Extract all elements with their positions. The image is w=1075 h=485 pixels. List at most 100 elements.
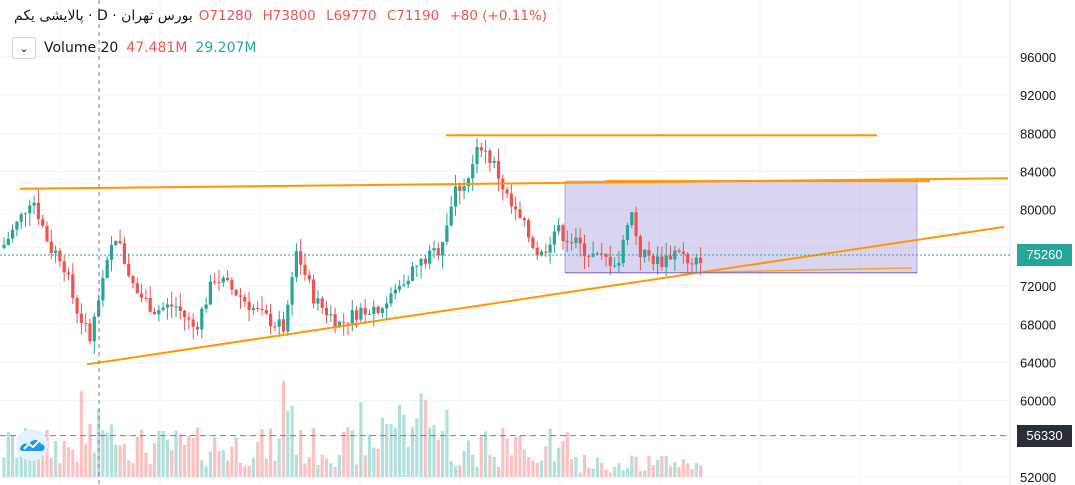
volume-bar <box>316 464 320 477</box>
volume-bar <box>114 444 118 477</box>
candle-body <box>58 250 62 262</box>
volume-indicator-name[interactable]: Volume 20 <box>44 40 119 56</box>
volume-bar <box>475 466 479 477</box>
candle-body <box>247 301 251 311</box>
volume-bar <box>260 429 264 477</box>
volume-bar <box>312 427 316 477</box>
volume-bar <box>32 455 36 477</box>
symbol-title[interactable]: پالایشی یکم · D · بورس تهران <box>14 8 193 24</box>
volume-bar <box>247 465 251 477</box>
volume-bar <box>608 472 612 477</box>
candle-body <box>260 308 264 310</box>
volume-bar <box>445 409 449 477</box>
volume-bar <box>294 455 298 477</box>
candle-body <box>23 213 28 215</box>
candle-body <box>131 275 135 284</box>
candle-body <box>49 241 53 253</box>
candle-body <box>152 311 157 315</box>
candle-body <box>630 212 634 226</box>
volume-bar <box>92 452 96 477</box>
candle-body <box>471 164 475 179</box>
candle-body <box>170 304 174 307</box>
candle-body <box>122 243 126 264</box>
volume-bar <box>101 430 105 477</box>
candle-body <box>656 256 660 265</box>
candle-body <box>324 307 329 316</box>
volume-bar <box>501 427 505 477</box>
volume-bar <box>273 460 277 477</box>
volume-bar <box>531 460 535 477</box>
volume-bar <box>88 423 92 477</box>
volume-bar <box>621 470 625 477</box>
candle-body <box>466 178 470 187</box>
tradingview-cloud-icon[interactable] <box>12 428 52 462</box>
candle-body <box>686 253 690 264</box>
price-tick-label: 72000 <box>1020 279 1056 294</box>
volume-bar <box>195 427 200 477</box>
candle-body <box>660 256 664 268</box>
volume-bar <box>286 410 290 477</box>
candle-body <box>320 298 324 308</box>
candle-body <box>135 283 139 294</box>
candle-body <box>6 238 10 245</box>
candle-body <box>256 307 260 309</box>
volume-bar <box>380 417 384 477</box>
candle-body <box>488 150 492 163</box>
candle-body <box>75 298 79 314</box>
volume-bar <box>342 432 346 477</box>
volume-bar <box>135 436 139 477</box>
volume-bar <box>109 424 114 477</box>
candle-body <box>509 193 513 207</box>
candle-body <box>79 313 83 323</box>
volume-bar <box>634 456 638 477</box>
candle-body <box>41 219 45 226</box>
volume-bar <box>402 414 406 477</box>
volume-bar <box>565 432 569 477</box>
candle-body <box>699 257 703 264</box>
candle-body <box>578 237 582 244</box>
candle-body <box>157 309 161 315</box>
volume-bar <box>122 443 126 477</box>
volume-ma-value: 29.207M <box>195 40 257 56</box>
volume-bar <box>290 405 294 477</box>
range-bottom-line <box>679 267 913 274</box>
candle-body <box>316 298 320 304</box>
candle-body <box>11 229 15 239</box>
volume-bar <box>71 449 75 477</box>
volume-bar <box>488 455 492 477</box>
candle-body <box>561 225 565 242</box>
volume-bar <box>11 435 15 477</box>
price-tick-label: 68000 <box>1020 317 1056 332</box>
candle-body <box>234 289 238 296</box>
volume-bar <box>54 440 58 477</box>
volume-bar <box>694 462 698 477</box>
candle-body <box>140 293 144 298</box>
candle-body <box>294 251 298 278</box>
candle-body <box>217 282 221 284</box>
volume-bar <box>686 463 690 477</box>
candle-body <box>479 147 483 151</box>
support-trendline <box>86 225 1005 366</box>
chevron-down-icon[interactable]: ⌄ <box>12 37 36 59</box>
close-value: C71190 <box>386 8 440 24</box>
candle-body <box>389 293 393 304</box>
volume-bar <box>148 464 152 477</box>
volume-bar <box>333 466 337 477</box>
candle-body <box>2 244 6 248</box>
candle-body <box>423 258 427 264</box>
volume-bar <box>690 469 694 477</box>
volume-bar <box>66 447 71 477</box>
candle-body <box>243 296 247 302</box>
volume-bar <box>527 456 531 477</box>
volume-bar <box>496 466 501 477</box>
volume-bar <box>471 454 475 477</box>
volume-bar <box>458 465 462 477</box>
volume-bar <box>105 432 109 477</box>
candle-body <box>574 237 578 243</box>
volume-bar <box>230 446 234 477</box>
candle-body <box>273 326 277 328</box>
price-tick-label: 88000 <box>1020 126 1056 141</box>
volume-bar <box>505 438 509 477</box>
